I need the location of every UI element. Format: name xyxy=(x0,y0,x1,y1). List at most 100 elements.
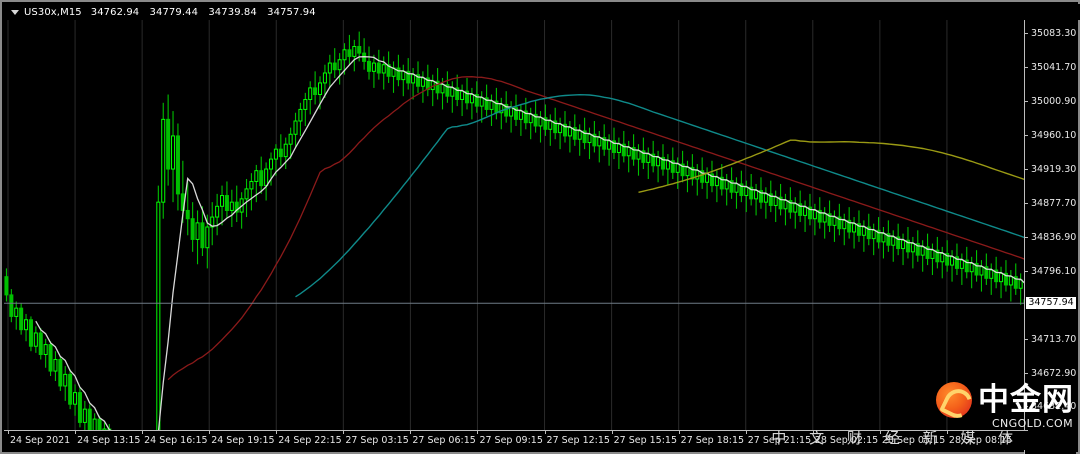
candle xyxy=(195,210,200,265)
candle-body xyxy=(754,190,759,200)
candle xyxy=(420,71,425,103)
price-tick-label: 34796.10 xyxy=(1031,265,1077,277)
candle-body xyxy=(166,118,171,170)
candle xyxy=(597,130,602,163)
candle-body xyxy=(709,173,714,187)
candle xyxy=(82,400,87,434)
tick-mark xyxy=(1025,270,1028,272)
candle xyxy=(734,177,739,209)
watermark-url: CNGOLD.COM xyxy=(991,417,1073,430)
candle-body xyxy=(425,77,430,91)
candle-body xyxy=(558,123,563,134)
candle-body xyxy=(656,156,661,167)
candle-body xyxy=(1018,279,1023,289)
candle-body xyxy=(999,272,1004,283)
candle-body xyxy=(940,252,945,263)
candle-body xyxy=(886,233,891,246)
candle xyxy=(430,74,435,107)
candle-body xyxy=(406,70,411,84)
candle xyxy=(288,127,293,160)
candle xyxy=(19,303,24,335)
time-tick-label: 24 Sep 16:15 xyxy=(144,435,208,446)
candle xyxy=(656,150,661,183)
candle-body xyxy=(87,408,92,433)
candle-body xyxy=(9,294,14,317)
tick-mark xyxy=(142,431,144,434)
candle-body xyxy=(989,269,994,279)
candle-body xyxy=(803,206,808,216)
price-tick: 34919.30 xyxy=(1025,164,1077,176)
candle-body xyxy=(548,120,553,130)
candle-body xyxy=(793,203,798,213)
candle-body xyxy=(73,392,78,405)
candle-body xyxy=(621,143,626,157)
candle xyxy=(577,124,582,156)
price-tick: 34632.40 xyxy=(1025,401,1077,413)
candle xyxy=(244,178,249,218)
price-tick: 34796.10 xyxy=(1025,266,1077,278)
candle-body xyxy=(685,166,690,177)
candle xyxy=(293,112,298,149)
candle-body xyxy=(14,307,19,317)
time-axis[interactable]: 24 Sep 2021 24 Sep 13:15 24 Sep 16:15 24 Se… xyxy=(4,430,1028,450)
price-axis[interactable]: 35083.30 35041.70 35000.90 34960.10 34919.30… xyxy=(1024,4,1076,454)
time-tick-label: 24 Sep 13:15 xyxy=(77,435,141,446)
tick-mark xyxy=(209,431,211,434)
candle-body xyxy=(357,45,362,54)
candle-body xyxy=(626,147,631,157)
candle xyxy=(366,46,372,80)
time-tick-label: 27 Sep 03:15 xyxy=(345,435,409,446)
candle xyxy=(626,140,631,173)
candle-body xyxy=(24,319,29,331)
candle xyxy=(950,250,955,282)
candle-body xyxy=(533,113,538,127)
candle xyxy=(959,253,964,285)
ma-teal-line xyxy=(295,93,1026,298)
candle xyxy=(298,102,303,136)
candle-body xyxy=(401,70,406,81)
candle-body xyxy=(513,107,519,120)
candle-body xyxy=(587,133,592,144)
candle xyxy=(685,160,690,193)
tick-mark xyxy=(1025,134,1028,136)
chevron-down-icon[interactable] xyxy=(11,9,19,15)
candle-body xyxy=(347,49,352,57)
tick-mark xyxy=(1025,236,1028,238)
candle xyxy=(391,61,396,93)
candle xyxy=(1018,273,1023,305)
candle xyxy=(386,51,391,83)
candle-body xyxy=(817,209,822,223)
candle-body xyxy=(4,276,9,296)
candle xyxy=(999,266,1004,299)
candle xyxy=(161,102,166,219)
candle-body xyxy=(68,373,73,405)
price-tick-label: 35041.70 xyxy=(1031,62,1077,74)
candle-body xyxy=(278,148,283,158)
candle-body xyxy=(758,190,763,203)
candle-body xyxy=(484,97,489,110)
candle xyxy=(567,121,572,153)
candle-body xyxy=(371,62,376,72)
candle-body xyxy=(734,183,739,193)
price-tick: 35000.90 xyxy=(1025,96,1077,108)
candle-body xyxy=(298,108,303,122)
candle xyxy=(73,384,78,416)
candle xyxy=(156,185,161,434)
candle xyxy=(38,328,43,360)
candle-body xyxy=(700,170,705,183)
candle xyxy=(249,173,254,211)
candle-body xyxy=(185,209,190,220)
candle-body xyxy=(303,98,308,110)
candle xyxy=(616,137,621,170)
candle-body xyxy=(783,200,788,210)
candle-body xyxy=(567,127,572,137)
chart-plot-area[interactable] xyxy=(4,20,1028,434)
candle-body xyxy=(705,173,710,183)
candle-body xyxy=(450,87,455,97)
price-tick: 34713.70 xyxy=(1025,334,1077,346)
candle xyxy=(259,156,264,194)
candle xyxy=(376,49,381,80)
candle xyxy=(210,202,215,246)
candle-body xyxy=(415,74,421,87)
tick-mark xyxy=(8,431,9,434)
